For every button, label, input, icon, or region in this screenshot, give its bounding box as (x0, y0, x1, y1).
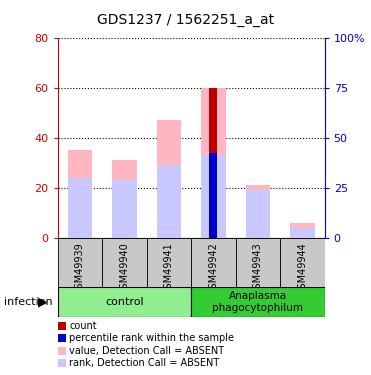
Text: GSM49944: GSM49944 (298, 242, 307, 295)
Bar (157, 120, 181, 238)
Bar (246, 190, 270, 238)
Text: GSM49943: GSM49943 (253, 242, 263, 295)
Text: ▶: ▶ (38, 296, 47, 308)
Text: percentile rank within the sample: percentile rank within the sample (69, 333, 234, 343)
Bar (201, 88, 226, 238)
Bar (209, 153, 217, 238)
Bar (147, 238, 191, 287)
Bar (58, 238, 102, 287)
Bar (201, 155, 226, 238)
Bar (246, 186, 270, 238)
Text: GDS1237 / 1562251_a_at: GDS1237 / 1562251_a_at (97, 13, 274, 27)
Bar (112, 160, 137, 238)
Bar (280, 238, 325, 287)
Bar (290, 228, 315, 238)
Text: infection: infection (4, 297, 52, 307)
Bar (290, 223, 315, 238)
Text: GSM49940: GSM49940 (119, 242, 129, 295)
Bar (209, 88, 217, 238)
Bar (157, 165, 181, 238)
Bar (236, 238, 280, 287)
Text: GSM49942: GSM49942 (209, 242, 218, 295)
Text: rank, Detection Call = ABSENT: rank, Detection Call = ABSENT (69, 358, 220, 368)
Text: Anaplasma
phagocytophilum: Anaplasma phagocytophilum (212, 291, 303, 313)
Text: GSM49939: GSM49939 (75, 242, 85, 295)
Text: GSM49941: GSM49941 (164, 242, 174, 295)
Bar (191, 287, 325, 317)
Bar (112, 180, 137, 238)
Bar (68, 150, 92, 238)
Bar (102, 238, 147, 287)
Text: value, Detection Call = ABSENT: value, Detection Call = ABSENT (69, 346, 224, 355)
Text: count: count (69, 321, 97, 331)
Bar (58, 287, 191, 317)
Text: control: control (105, 297, 144, 307)
Bar (191, 238, 236, 287)
Bar (68, 178, 92, 238)
